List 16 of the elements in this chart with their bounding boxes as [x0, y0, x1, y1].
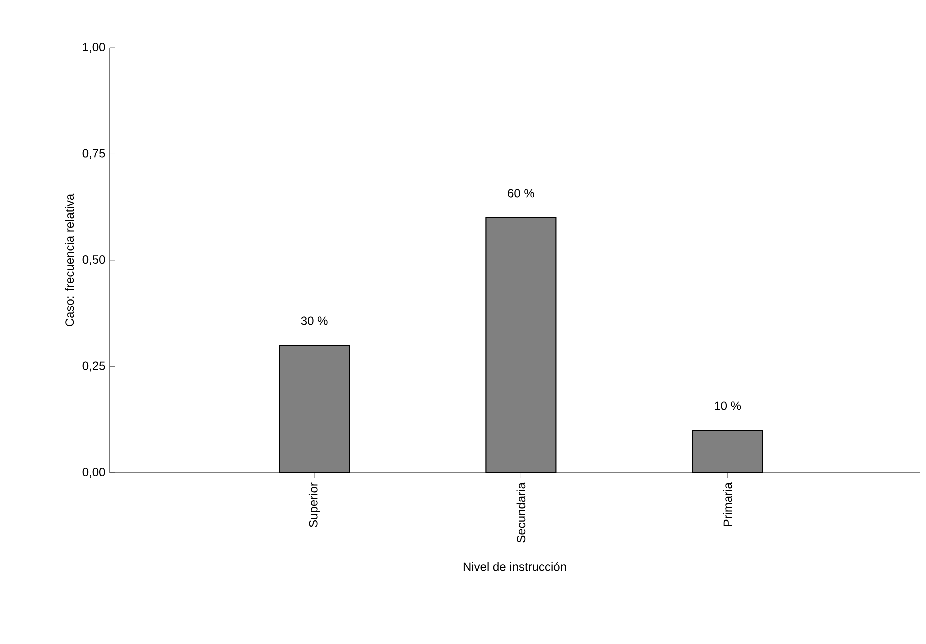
y-tick-label: 0,00: [82, 468, 106, 478]
x-tick-label: Primaria: [723, 482, 732, 526]
x-tick-label: Superior: [308, 482, 320, 528]
data-label: 10 %: [715, 402, 742, 410]
y-tick-label: 0,25: [82, 362, 106, 372]
bar: [279, 344, 350, 473]
y-tick-label: 0,50: [82, 256, 106, 266]
data-label: 60 %: [508, 189, 534, 198]
x-axis-title: Nivel de instrucción: [464, 562, 566, 572]
y-axis-title: Caso: frecuencia relativa: [65, 194, 74, 326]
y-tick-label: 1,00: [83, 43, 106, 53]
data-label: 30 %: [301, 316, 328, 326]
y-tick-label: 0,75: [82, 149, 106, 160]
bar: [486, 217, 557, 473]
bar: [692, 430, 764, 473]
x-tick-label: Secundaria: [516, 482, 526, 543]
